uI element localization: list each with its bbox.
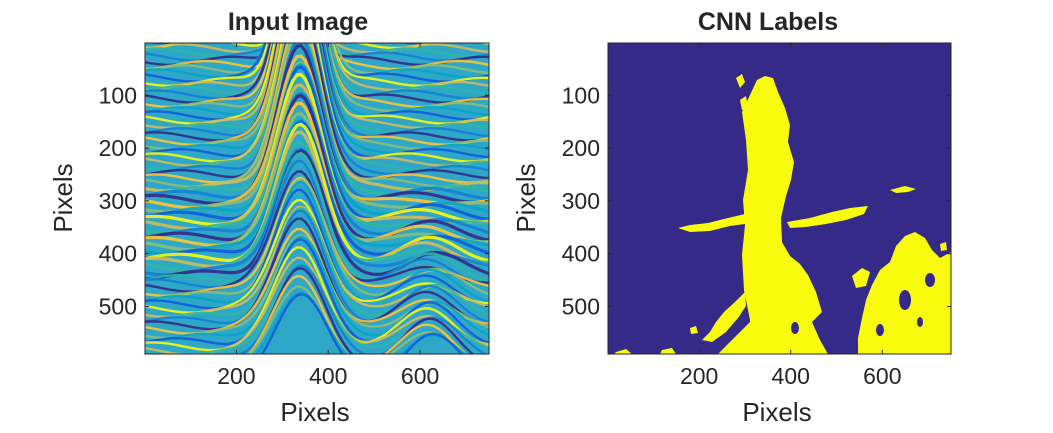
seismic-reflector: [145, 217, 489, 331]
input-image-ytick-label: 200: [99, 135, 137, 161]
seismic-reflector: [145, 130, 489, 268]
input-image-ytick-label: 500: [99, 293, 137, 319]
seismic-reflector: [145, 43, 489, 96]
input-image-xtick-label: 400: [309, 363, 347, 389]
seismic-reflector: [247, 274, 468, 354]
input-image-xtick-label: 600: [401, 363, 439, 389]
seismic-reflector: [145, 43, 489, 142]
seismic-reflector: [145, 43, 489, 159]
seismic-reflector: [145, 43, 489, 92]
seismic-reflector: [145, 122, 489, 263]
seismic-reflector: [145, 43, 489, 201]
cnn-labels-title: CNN Labels: [698, 8, 838, 36]
cnn-labels-xtick-label: 200: [680, 363, 718, 389]
cnn-labels-ylabel: Pixels: [511, 163, 541, 232]
seismic-reflector: [145, 43, 489, 75]
seismic-reflector: [145, 43, 489, 205]
seismic-reflector: [145, 43, 489, 163]
seismic-reflector: [145, 72, 489, 226]
seismic-reflector: [145, 43, 489, 138]
seismic-reflector: [260, 292, 464, 354]
seismic-reflector: [145, 43, 489, 121]
seismic-reflector: [145, 43, 489, 184]
seismic-reflector: [145, 93, 489, 242]
input-image-axes-box: [144, 42, 490, 355]
seismic-reflector: [145, 43, 489, 58]
seismic-reflector: [145, 43, 489, 100]
input-image-ytick-label: 100: [99, 82, 137, 108]
seismic-reflector: [145, 43, 489, 180]
input-image-xtick-label: 200: [217, 363, 255, 389]
seismic-reflector: [145, 43, 489, 117]
input-image-heatmap: [145, 43, 489, 354]
seismic-reflector: [145, 151, 489, 283]
input-image-ytick-label: 400: [99, 241, 137, 267]
cnn-labels-ytick-label: 100: [562, 82, 600, 108]
seismic-reflector: [145, 188, 489, 310]
seismic-reflector: [145, 43, 489, 79]
seismic-reflector: [145, 43, 489, 134]
seismic-reflector: [145, 43, 489, 54]
cnn-labels-xlabel: Pixels: [742, 397, 811, 427]
seismic-reflector: [247, 266, 475, 354]
seismic-reflector: [145, 209, 489, 325]
cnn-labels-panel: 200 400 600 100 200 300 400 500 CNN Labels Pixe…: [511, 8, 952, 427]
seismic-reflector: [145, 246, 489, 352]
seismic-reflector: [145, 43, 489, 155]
seismic-reflector: [145, 64, 489, 221]
input-image-title: Input Image: [228, 8, 368, 36]
cnn-labels-heatmap: [608, 43, 951, 354]
cnn-labels-xtick-label: 400: [772, 363, 810, 389]
cnn-labels-ytick-label: 300: [562, 188, 600, 214]
input-image-ylabel: Pixels: [48, 163, 78, 232]
cnn-labels-ytick-label: 400: [562, 241, 600, 267]
input-image-ytick-label: 300: [99, 188, 137, 214]
seismic-reflector: [145, 159, 489, 289]
cnn-labels-ytick-label: 200: [562, 135, 600, 161]
cnn-labels-ytick-label: 500: [562, 293, 600, 319]
input-image-panel: 200 400 600 100 200 300 400 500 Input Image Pix…: [48, 8, 490, 427]
cnn-labels-axes-box: [607, 42, 952, 355]
seismic-reflector: [145, 43, 489, 113]
seismic-reflector: [145, 238, 489, 346]
seismic-reflector: [145, 101, 489, 247]
cnn-labels-xtick-label: 600: [863, 363, 901, 389]
input-image-xlabel: Pixels: [280, 397, 349, 427]
seismic-reflector: [145, 180, 489, 304]
